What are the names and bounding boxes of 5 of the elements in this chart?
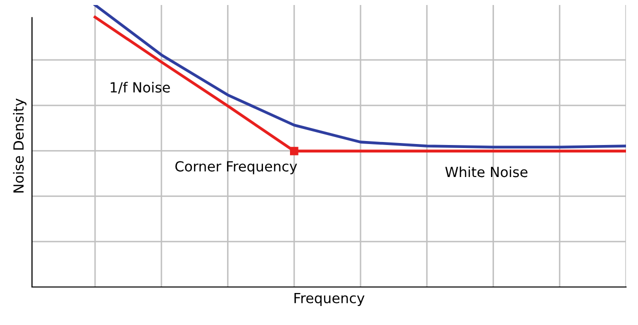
annotation: Corner Frequency (175, 161, 298, 174)
annotation: 1/f Noise (110, 82, 170, 94)
x-axis-title: Frequency (294, 292, 364, 306)
y-axis-title: Noise Density (13, 98, 26, 193)
annotation: White Noise (445, 166, 528, 178)
